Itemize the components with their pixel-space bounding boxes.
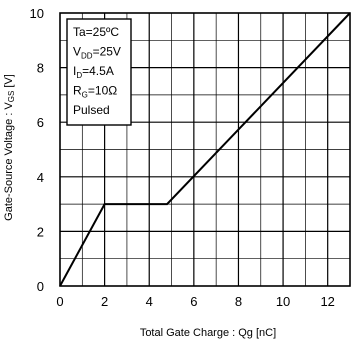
x-tick-labels: 0 2 4 6 8 10 12 [56, 294, 335, 309]
condition-text: Pulsed [73, 103, 110, 117]
y-axis-title-unit: [V] [3, 74, 15, 91]
series-line [59, 12, 351, 287]
y-axis-title-sub: GS [7, 91, 16, 103]
y-tick-label: 0 [37, 279, 44, 294]
series-layer [59, 12, 351, 287]
x-tick-label: 12 [320, 294, 334, 309]
y-tick-label: 10 [30, 6, 44, 21]
conditions-legend-box [66, 18, 132, 126]
x-tick-label: 6 [190, 294, 197, 309]
x-tick-label: 0 [56, 294, 63, 309]
condition-text: RG=10Ω [73, 84, 117, 100]
y-axis-title-main: Gate-Source Voltage : V [3, 102, 15, 221]
y-tick-label: 2 [37, 224, 44, 239]
y-tick-label: 6 [37, 115, 44, 130]
x-tick-label: 2 [101, 294, 108, 309]
y-tick-label: 8 [37, 61, 44, 76]
condition-text: ID=4.5A [73, 64, 114, 80]
x-tick-label: 10 [276, 294, 290, 309]
y-tick-labels: 0 2 4 6 8 10 [30, 6, 44, 294]
conditions-legend-lines: Ta=25ºC VDD=25V ID=4.5A RG=10Ω Pulsed [73, 25, 121, 117]
y-axis-title: Gate-Source Voltage : VGS [V] [3, 74, 16, 221]
x-tick-label: 8 [235, 294, 242, 309]
x-tick-label: 4 [146, 294, 153, 309]
y-tick-label: 4 [37, 170, 44, 185]
conditions-legend: Ta=25ºC VDD=25V ID=4.5A RG=10Ω Pulsed [66, 18, 132, 126]
condition-text: VDD=25V [73, 45, 121, 61]
x-axis-title: Total Gate Charge : Qg [nC] [140, 327, 276, 339]
condition-text: Ta=25ºC [73, 25, 119, 39]
plot-frame [59, 12, 351, 287]
